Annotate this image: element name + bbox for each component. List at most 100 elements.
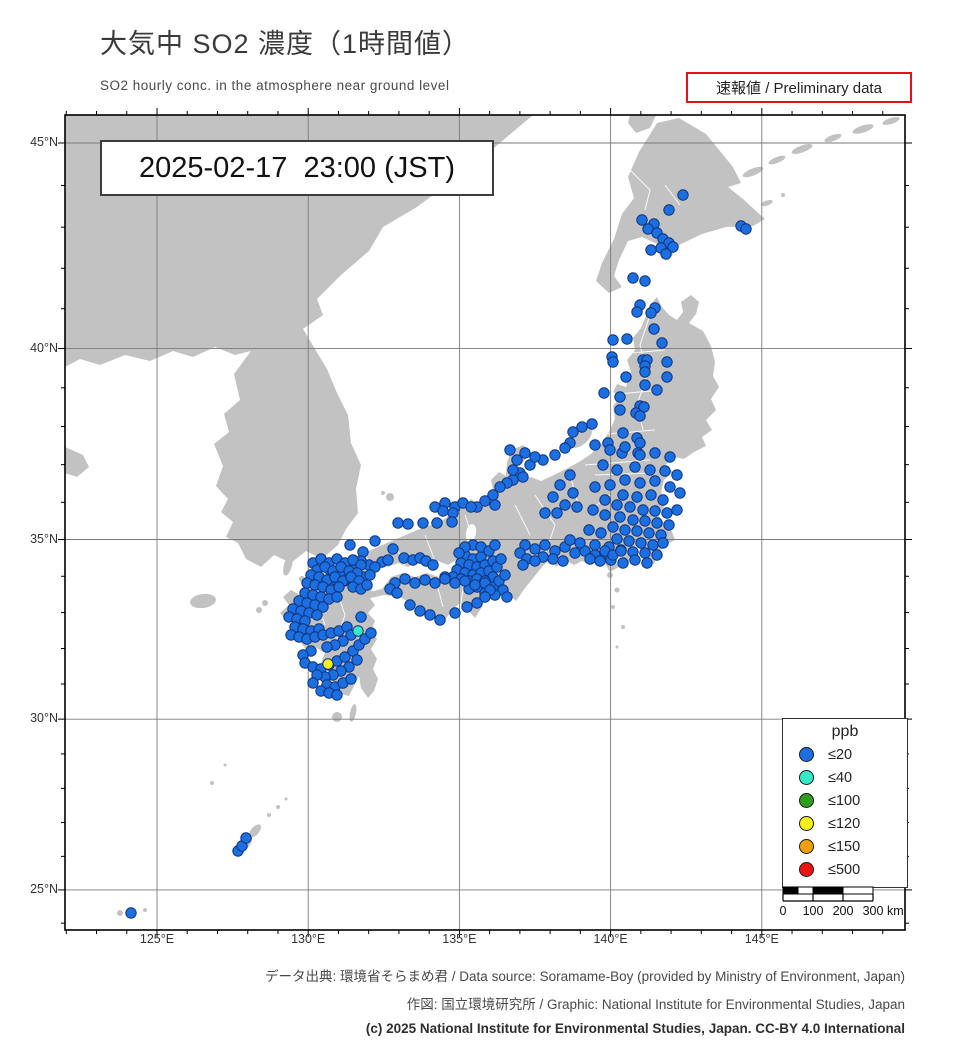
station-dot [321,641,333,653]
legend-color-dot [799,816,814,831]
station-dot [637,504,649,516]
lon-tick-label: 140°E [593,932,628,946]
station-dot [656,337,668,349]
station-dot [351,654,363,666]
legend-color-dot [799,839,814,854]
station-dot [663,204,675,216]
station-dot [621,333,633,345]
station-dot [557,555,569,567]
station-dot [740,223,752,235]
station-dot [489,539,501,551]
station-dot [479,495,491,507]
station-dot [559,499,571,511]
station-dot [644,464,656,476]
station-dot [471,597,483,609]
station-dot [547,553,559,565]
station-dot [594,555,606,567]
scalebar-tick-label: 300 [863,904,884,918]
station-dot [517,559,529,571]
station-dot [365,627,377,639]
station-dot [369,535,381,547]
station-dot [446,516,458,528]
station-dot [404,599,416,611]
station-dot [619,524,631,536]
station-dot [419,574,431,586]
station-dot [579,545,591,557]
station-dot [333,581,345,593]
footer-data-source: データ出典: 環境省そらまめ君 / Data source: Soramame-… [265,969,905,984]
station-dot [529,543,541,555]
station-dot [352,625,364,637]
station-dot [517,471,529,483]
station-dot [453,547,465,559]
station-dot [589,539,601,551]
station-dot [554,479,566,491]
lat-tick-label: 40°N [30,340,58,355]
graticule-grid [65,115,905,930]
station-dot [469,579,481,591]
lat-tick-label: 30°N [30,711,58,726]
station-dot [511,454,523,466]
station-dot [651,549,663,561]
station-dot [519,539,531,551]
legend-item-label: ≤20 [828,746,853,763]
station-dot [584,553,596,565]
station-dot [659,465,671,477]
legend-item-label: ≤40 [828,769,853,786]
legend-item-label: ≤150 [828,838,861,855]
scalebar-unit-label: km [887,904,904,918]
legend-item: ≤20 [783,743,907,766]
station-dot [604,444,616,456]
station-dot [631,525,643,537]
legend-item: ≤500 [783,858,907,881]
station-dot [125,907,137,919]
station-dot [649,505,661,517]
station-dot [587,504,599,516]
station-dot [661,507,673,519]
station-dot [559,442,571,454]
station-dot [627,514,639,526]
legend-item: ≤120 [783,812,907,835]
station-dot [629,554,641,566]
continent-korea-shape [65,115,533,567]
station-dot [311,609,323,621]
station-dot [667,241,679,253]
station-dot [417,517,429,529]
station-dot [574,537,586,549]
legend-title: ppb [831,723,859,740]
station-dot [649,475,661,487]
station-dot [619,441,631,453]
station-dot [611,464,623,476]
station-dot [607,356,619,368]
station-dot [382,554,394,566]
station-dot [465,501,477,513]
station-dot [674,487,686,499]
station-dot [524,459,536,471]
footer-copyright: (c) 2025 National Institute for Environm… [365,1021,905,1036]
station-dot [391,587,403,599]
station-dot [479,591,491,603]
station-dot [576,421,588,433]
lon-tick-label: 125°E [139,932,175,946]
station-dot [651,517,663,529]
station-dot [663,519,675,531]
station-dot [387,543,399,555]
station-dot [657,494,669,506]
station-dot [361,579,373,591]
sakhalin-shape [628,115,656,133]
station-dot [651,384,663,396]
station-dot [414,605,426,617]
jeju-island [190,593,216,609]
station-dot [339,651,351,663]
station-dot [598,387,610,399]
station-dot [322,658,334,670]
station-dot [347,554,359,566]
station-dot [617,489,629,501]
station-dot [507,464,519,476]
station-dot [364,569,376,581]
station-dot [355,611,367,623]
station-dot [504,444,516,456]
station-dot [501,591,513,603]
page-title: 大気中 SO2 濃度（1時間値） [100,29,471,59]
